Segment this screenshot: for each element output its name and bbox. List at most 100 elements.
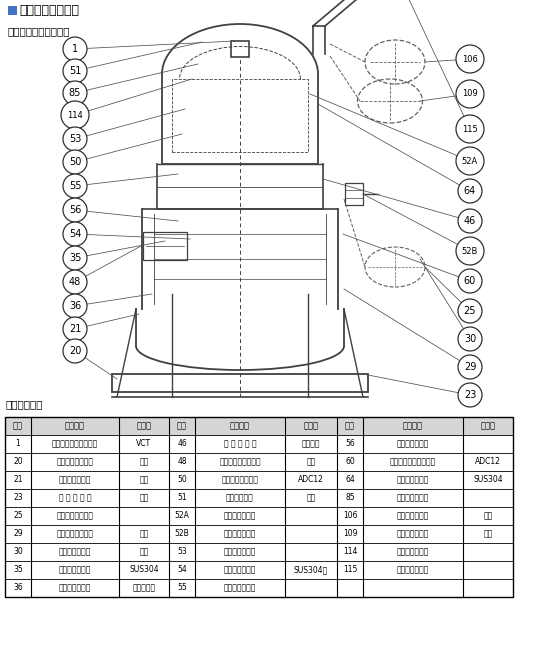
Text: 制　御　基　板: 制 御 基 板 (397, 493, 429, 502)
Circle shape (61, 101, 89, 129)
Circle shape (63, 317, 87, 341)
Text: 羽　　根　　車: 羽 根 車 (59, 476, 91, 485)
Bar (231, 41, 249, 57)
Circle shape (63, 294, 87, 318)
Text: 29: 29 (13, 530, 23, 539)
Circle shape (458, 269, 482, 293)
Text: ガラス球: ガラス球 (302, 439, 320, 448)
Circle shape (63, 127, 87, 151)
Text: 54: 54 (69, 229, 81, 239)
Text: ベアリングハウジング: ベアリングハウジング (390, 458, 436, 467)
Circle shape (456, 237, 484, 265)
Text: 樹脂: 樹脂 (306, 458, 316, 467)
Text: 106: 106 (343, 511, 358, 520)
Bar (5, 417, 513, 597)
Text: エ ア バ ル ブ: エ ア バ ル ブ (224, 439, 256, 448)
Circle shape (63, 59, 87, 83)
Text: 樹脂: 樹脂 (483, 530, 493, 539)
Bar (112, 374, 368, 392)
Circle shape (63, 198, 87, 222)
Circle shape (63, 246, 87, 270)
Text: モータ保護装置: モータ保護装置 (224, 548, 256, 556)
Circle shape (458, 209, 482, 233)
Circle shape (63, 339, 87, 363)
Text: 30: 30 (13, 548, 23, 556)
Circle shape (63, 81, 87, 105)
Text: ト　ラ　ン　ス: ト ラ ン ス (397, 565, 429, 574)
Text: 樹脂: 樹脂 (139, 493, 148, 502)
Text: 品　　名: 品 名 (65, 421, 85, 430)
Text: SUS304: SUS304 (129, 565, 159, 574)
Text: 115: 115 (462, 125, 478, 134)
Text: 20: 20 (69, 346, 81, 356)
Text: 21: 21 (69, 324, 81, 334)
Text: 115: 115 (343, 565, 357, 574)
Text: オイルケーシング: オイルケーシング (57, 530, 94, 539)
Text: 55: 55 (69, 181, 81, 191)
Bar (172, 79, 308, 152)
Text: 109: 109 (462, 90, 478, 99)
Text: 52B: 52B (462, 247, 478, 256)
Text: 46: 46 (464, 216, 476, 226)
Text: モータフレーム: モータフレーム (397, 476, 429, 485)
Text: ポンプケーシング: ポンプケーシング (57, 458, 94, 467)
Text: キャプタイヤケーブル: キャプタイヤケーブル (52, 439, 98, 448)
Circle shape (458, 327, 482, 351)
Text: 品番: 品番 (13, 421, 23, 430)
Circle shape (458, 179, 482, 203)
Text: 潤　　滑　　油: 潤 滑 油 (59, 583, 91, 593)
Text: 60: 60 (345, 458, 355, 467)
Circle shape (63, 150, 87, 174)
Circle shape (456, 147, 484, 175)
Text: 23: 23 (13, 493, 23, 502)
Circle shape (456, 45, 484, 73)
Text: 35: 35 (69, 253, 81, 263)
Text: モータブラケット: モータブラケット (222, 476, 258, 485)
Text: 56: 56 (345, 439, 355, 448)
Circle shape (458, 383, 482, 407)
Text: ADC12: ADC12 (298, 476, 324, 485)
Text: 53: 53 (69, 134, 81, 144)
Text: 品名・材質表: 品名・材質表 (5, 399, 42, 409)
Text: 樹脂: 樹脂 (139, 530, 148, 539)
Circle shape (456, 80, 484, 108)
Text: 品番: 品番 (345, 421, 355, 430)
Text: 35: 35 (13, 565, 23, 574)
Text: 自動交互形ベンド仕様: 自動交互形ベンド仕様 (8, 26, 70, 36)
Circle shape (456, 115, 484, 143)
Text: 樹脂: 樹脂 (139, 458, 148, 467)
Text: 30: 30 (464, 334, 476, 344)
Text: オイルリフター: オイルリフター (59, 548, 91, 556)
Text: 1: 1 (72, 44, 78, 54)
Text: 樹脂: 樹脂 (139, 476, 148, 485)
Circle shape (458, 299, 482, 323)
Text: 53: 53 (177, 548, 187, 556)
Circle shape (63, 222, 87, 246)
Bar (345, 183, 363, 205)
Text: 50: 50 (177, 476, 187, 485)
Bar (5, 417, 513, 435)
Text: 50: 50 (69, 157, 81, 167)
Text: 106: 106 (462, 55, 478, 64)
Text: 樹脂: 樹脂 (483, 511, 493, 520)
Text: 54: 54 (177, 565, 187, 574)
Text: 21: 21 (13, 476, 23, 485)
Text: 64: 64 (464, 186, 476, 196)
Text: 109: 109 (343, 530, 358, 539)
Text: 52A: 52A (174, 511, 189, 520)
Text: 52A: 52A (462, 156, 478, 165)
Text: SUS304: SUS304 (473, 476, 503, 485)
Bar (143, 232, 187, 260)
Text: 材　質: 材 質 (481, 421, 496, 430)
Text: 材　質: 材 質 (304, 421, 318, 430)
Text: ヘッドカバー: ヘッドカバー (226, 493, 254, 502)
Text: 主　　　　　軸: 主 軸 (224, 565, 256, 574)
Text: ADC12: ADC12 (475, 458, 501, 467)
Text: フロートパイプ: フロートパイプ (397, 530, 429, 539)
Text: 29: 29 (464, 362, 476, 372)
Text: 25: 25 (13, 511, 23, 520)
Text: 1: 1 (15, 439, 20, 448)
Text: 25: 25 (464, 306, 476, 316)
Text: VCT: VCT (136, 439, 152, 448)
Text: SUS304等: SUS304等 (294, 565, 328, 574)
